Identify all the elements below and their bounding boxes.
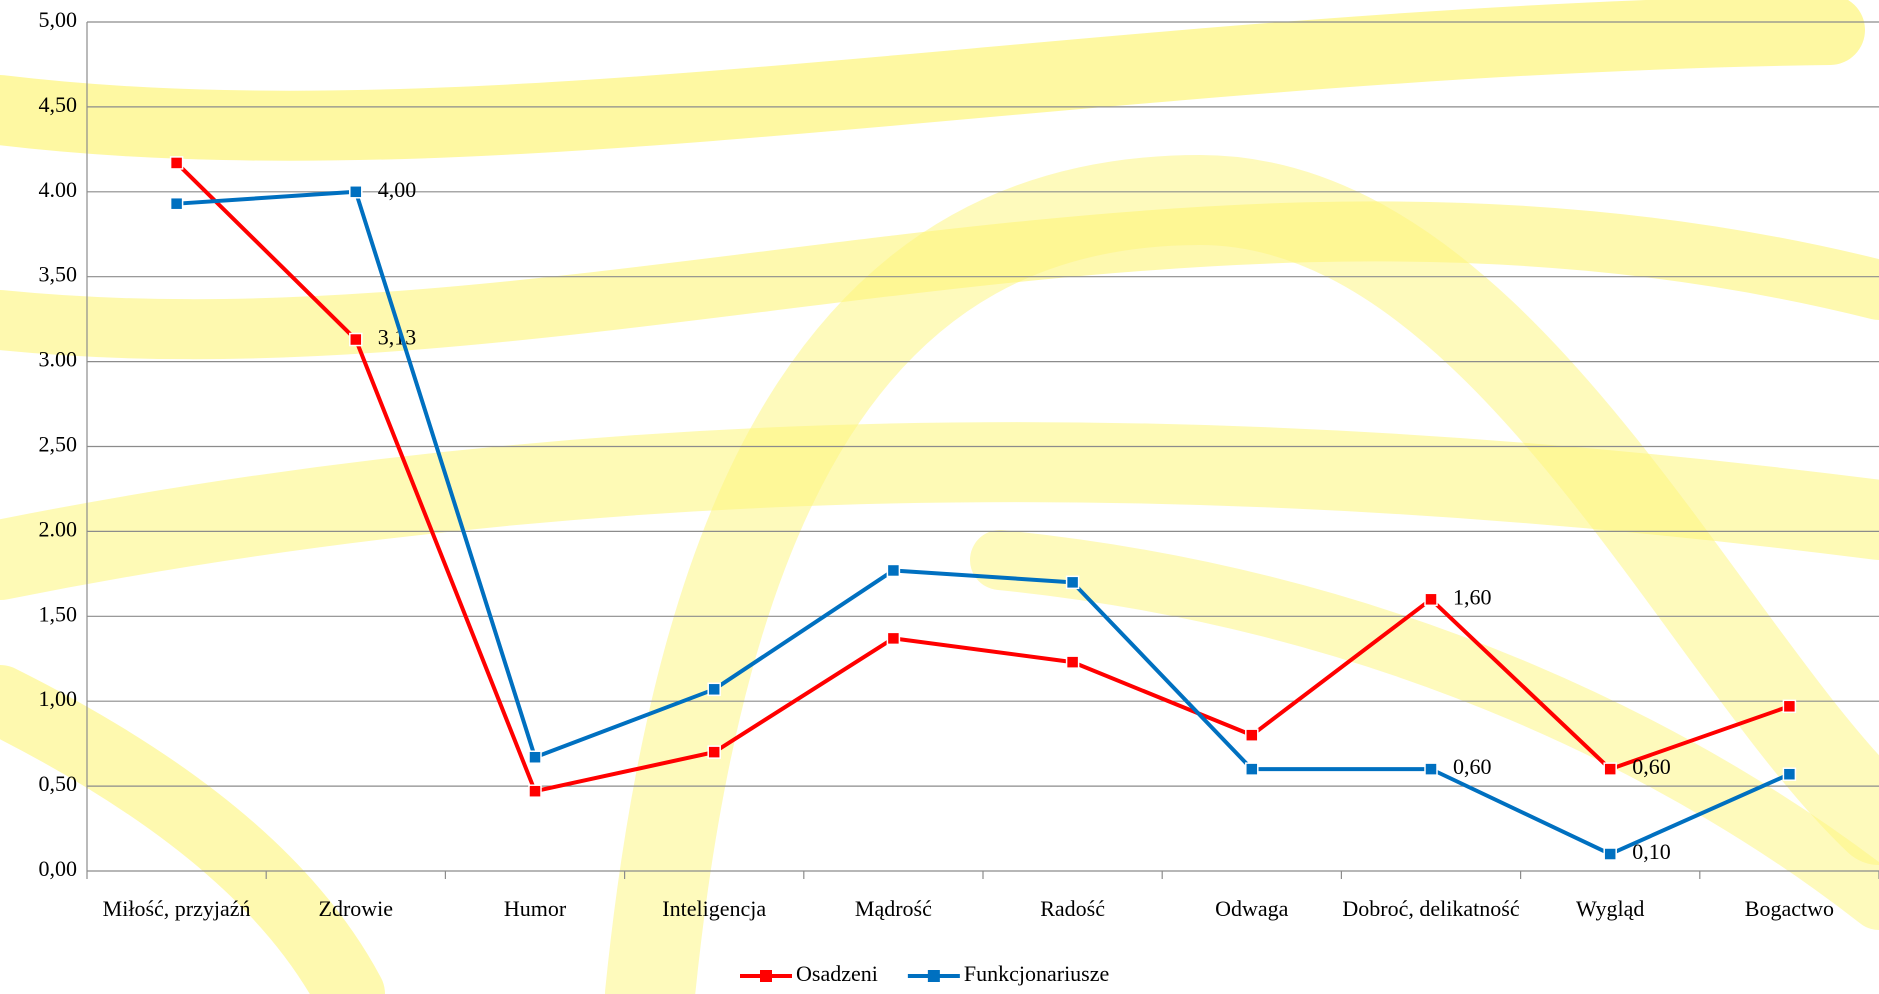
y-tick-label: 1,50 <box>39 601 78 626</box>
marker <box>349 332 363 347</box>
x-tick-label: Dobroć, delikatność <box>1342 896 1519 921</box>
marker <box>1065 655 1080 669</box>
data-label: 1,60 <box>1453 584 1492 609</box>
marker <box>169 156 184 170</box>
legend: Osadzeni Funkcjonariusze <box>740 961 1109 986</box>
y-tick-label: 0,50 <box>39 771 78 796</box>
data-label: 3,13 <box>378 325 417 350</box>
x-tick-label: Wygląd <box>1576 896 1644 921</box>
x-tick-label: Inteligencja <box>662 896 766 921</box>
marker <box>886 631 901 646</box>
marker <box>169 196 184 211</box>
data-label: 0,60 <box>1453 754 1492 779</box>
legend-label: Osadzeni <box>796 961 878 986</box>
marker <box>1065 575 1080 590</box>
series-line <box>176 189 1791 857</box>
y-tick-label: 5,00 <box>39 7 78 32</box>
series-line <box>175 161 1791 794</box>
marker <box>1245 762 1259 776</box>
marker <box>528 750 542 764</box>
x-tick-label: Humor <box>504 896 567 921</box>
x-tick-label: Bogactwo <box>1745 896 1834 921</box>
marker <box>1603 762 1617 776</box>
legend-marker <box>760 970 772 982</box>
x-tick-label: Radość <box>1040 896 1105 921</box>
legend-label: Funkcjonariusze <box>964 961 1109 986</box>
marker <box>1782 767 1797 781</box>
y-tick-label: 2.00 <box>39 516 78 541</box>
y-tick-label: 3,50 <box>39 262 78 287</box>
data-label: 0,10 <box>1632 839 1671 864</box>
marker <box>707 745 721 759</box>
y-tick-label: 0,00 <box>39 856 78 881</box>
y-tick-label: 4.00 <box>39 177 78 202</box>
data-label: 0,60 <box>1632 754 1671 779</box>
x-tick-label: Mądrość <box>855 896 932 921</box>
y-tick-label: 2,50 <box>39 432 78 457</box>
marker <box>886 563 901 578</box>
marker <box>1424 592 1438 607</box>
marker <box>528 784 542 798</box>
x-tick-label: Odwaga <box>1215 896 1289 921</box>
y-tick-label: 4,50 <box>39 92 78 117</box>
marker <box>349 185 363 199</box>
marker <box>707 682 721 697</box>
marker <box>1245 728 1259 742</box>
marker <box>1603 847 1617 861</box>
x-tick-label: Zdrowie <box>319 896 394 921</box>
y-tick-label: 3.00 <box>39 347 78 372</box>
y-tick-label: 1,00 <box>39 686 78 711</box>
x-tick-label: Miłość, przyjaźń <box>103 896 251 921</box>
marker <box>1782 699 1797 714</box>
marker <box>1424 762 1438 776</box>
legend-marker <box>927 970 940 982</box>
data-label: 4,00 <box>378 177 417 202</box>
